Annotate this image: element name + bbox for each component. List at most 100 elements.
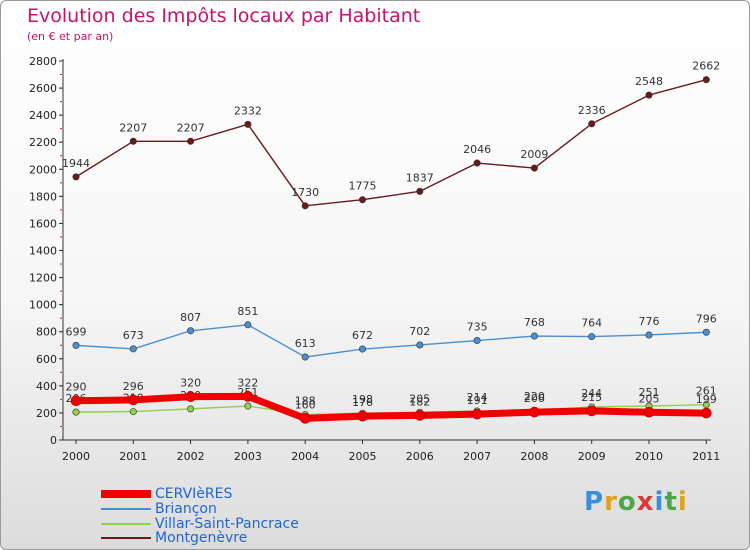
y-tick-label: 2800: [29, 55, 57, 68]
logo-letter: i: [677, 487, 688, 517]
data-point: [471, 408, 483, 420]
data-label: 2207: [177, 121, 205, 134]
data-point: [416, 187, 424, 195]
data-label: 205: [639, 392, 660, 405]
x-tick-label: 2009: [578, 450, 606, 463]
data-label: 188: [295, 395, 316, 408]
data-label: 160: [295, 398, 316, 411]
chart-title: Evolution des Impôts locaux par Habitant: [27, 5, 421, 27]
data-label: 673: [123, 329, 144, 342]
data-label: 851: [237, 305, 258, 318]
x-tick-label: 2004: [291, 450, 319, 463]
legend-item-montgenevre: Montgenèvre: [101, 531, 247, 545]
data-label: 251: [639, 386, 660, 399]
data-label: 699: [66, 325, 87, 338]
data-label: 320: [180, 377, 201, 390]
data-point: [530, 164, 538, 172]
data-label: 205: [409, 392, 430, 405]
data-point: [242, 391, 254, 402]
y-tick-label: 600: [36, 353, 57, 366]
x-tick-label: 2010: [635, 450, 663, 463]
data-point: [187, 137, 195, 145]
data-label: 776: [639, 315, 660, 328]
series-line: [75, 324, 707, 358]
x-tick-label: 2005: [349, 450, 377, 463]
legend-label-villar: Villar-Saint-Pancrace: [155, 516, 299, 532]
data-label: 2548: [635, 75, 663, 88]
data-label: 191: [467, 394, 488, 407]
data-point: [187, 327, 195, 335]
data-label: 296: [123, 380, 144, 393]
logo-letter: r: [604, 487, 618, 517]
x-tick-label: 2011: [692, 450, 720, 463]
data-label: 796: [696, 312, 717, 325]
data-point: [244, 402, 252, 410]
y-tick-label: 1200: [29, 272, 57, 285]
legend-swatch-cervieres: [101, 490, 151, 498]
legend-swatch-montgenevre: [101, 537, 151, 539]
data-label: 2332: [234, 104, 262, 117]
data-label: 215: [581, 391, 602, 404]
x-tick-label: 2001: [119, 450, 147, 463]
y-tick-label: 2000: [29, 163, 57, 176]
data-label: 199: [696, 393, 717, 406]
data-label: 2662: [692, 60, 720, 73]
data-point: [702, 328, 710, 336]
data-label: 1775: [349, 180, 377, 193]
data-point: [358, 196, 366, 204]
y-tick-label: 2200: [29, 136, 57, 149]
y-tick-label: 200: [36, 407, 57, 420]
legend-label-briancon: Briançon: [155, 501, 217, 517]
data-label: 2009: [520, 148, 548, 161]
y-tick-label: 2600: [29, 82, 57, 95]
legend-item-villar: Villar-Saint-Pancrace: [101, 517, 299, 531]
x-tick-label: 2006: [406, 450, 434, 463]
data-label: 2046: [463, 143, 491, 156]
data-label: 1837: [406, 171, 434, 184]
data-point: [586, 405, 598, 417]
x-tick-label: 2003: [234, 450, 262, 463]
legend-item-briancon: Briançon: [101, 502, 217, 516]
y-tick-label: 0: [50, 434, 57, 447]
data-label: 220: [524, 390, 545, 403]
y-tick-label: 2400: [29, 109, 57, 122]
data-label: 2207: [119, 121, 147, 134]
x-tick-label: 2008: [520, 450, 548, 463]
x-tick-label: 2002: [177, 450, 205, 463]
data-point: [244, 120, 252, 128]
logo-letter: t: [664, 487, 678, 517]
data-point: [702, 76, 710, 84]
data-point: [643, 406, 655, 418]
legend-label-cervieres: CERVIèRES: [155, 486, 233, 502]
logo-letter: P: [584, 487, 605, 517]
proxiti-logo: Proxiti: [584, 487, 688, 517]
legend-swatch-briancon: [101, 508, 151, 510]
data-point: [530, 332, 538, 340]
data-label: 261: [696, 385, 717, 398]
data-point: [72, 341, 80, 349]
y-tick-label: 800: [36, 326, 57, 339]
data-point: [129, 137, 137, 145]
series-line: [75, 392, 707, 422]
data-point: [185, 391, 196, 402]
data-label: 1730: [291, 186, 319, 199]
logo-letter: i: [654, 487, 665, 517]
y-tick-label: 1000: [29, 299, 57, 312]
data-point: [72, 173, 80, 181]
data-point: [70, 395, 82, 407]
y-tick-label: 1400: [29, 245, 57, 258]
chart-subtitle: (en € et par an): [27, 30, 114, 43]
data-label: 764: [581, 317, 602, 330]
data-label: 244: [581, 387, 602, 400]
y-tick-label: 1800: [29, 190, 57, 203]
legend-swatch-villar: [101, 523, 151, 525]
data-label: 613: [295, 337, 316, 350]
data-point: [301, 353, 309, 361]
data-label: 322: [237, 376, 258, 389]
data-label: 2336: [578, 104, 606, 117]
data-label: 672: [352, 329, 373, 342]
data-label: 768: [524, 316, 545, 329]
data-point: [588, 120, 596, 128]
